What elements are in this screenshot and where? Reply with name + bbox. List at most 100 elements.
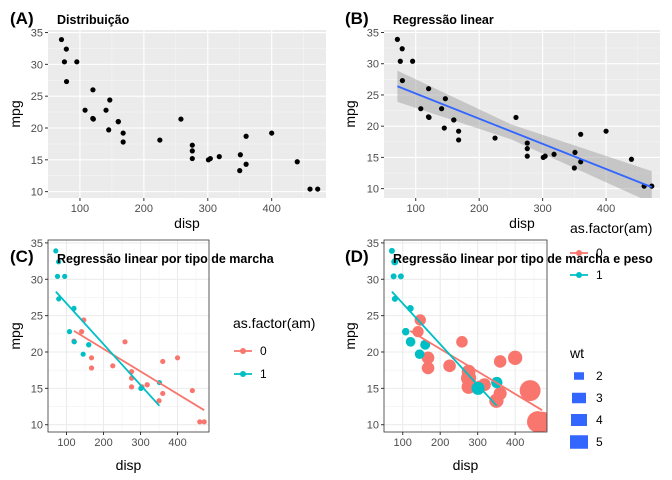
x-tick-label: 300	[533, 203, 551, 215]
y-tick-label: 25	[31, 311, 43, 323]
panel-tag: (C)	[10, 247, 34, 266]
plot-background	[48, 240, 209, 432]
data-point	[603, 128, 609, 134]
x-axis-label: disp	[509, 215, 535, 231]
legend-label: 4	[596, 413, 603, 427]
data-point	[418, 106, 424, 112]
data-point	[54, 273, 61, 279]
panel-1: 100 200 300 400 10 15 20 25 30 35 disp mpg Regressão…	[342, 9, 660, 231]
x-tick-label: 100	[407, 203, 425, 215]
regression-line	[55, 291, 161, 407]
data-point	[439, 106, 445, 112]
data-point	[88, 365, 95, 371]
data-point	[397, 58, 403, 64]
data-point	[61, 59, 68, 65]
legend-key-size	[572, 392, 586, 404]
x-tick-label: 300	[468, 437, 486, 449]
legend-key-point	[240, 348, 246, 354]
data-point	[456, 137, 462, 143]
data-point	[197, 419, 203, 425]
x-axis-label: disp	[174, 215, 200, 231]
y-tick-label: 10	[367, 184, 379, 196]
plot-background	[384, 240, 547, 432]
data-point	[489, 393, 504, 408]
marks	[388, 247, 547, 432]
data-point	[56, 259, 62, 265]
data-point	[63, 78, 70, 85]
data-point	[399, 46, 405, 52]
data-point	[443, 359, 456, 373]
panel-0: 100 200 300 400 10 15 20 25 30 35 disp mpg Distribui…	[7, 9, 326, 231]
y-tick-label: 15	[31, 383, 43, 395]
marks	[58, 36, 321, 192]
x-tick-label: 200	[431, 437, 449, 449]
data-point	[524, 146, 530, 152]
y-tick-label: 20	[31, 347, 43, 359]
y-tick-label: 35	[367, 238, 379, 250]
panel-tag: (A)	[10, 9, 34, 28]
data-point	[86, 342, 92, 348]
y-tick-label: 35	[367, 27, 379, 39]
legend-label: 5	[596, 435, 603, 449]
legend-title: as.factor(am)	[570, 220, 652, 236]
data-point	[507, 350, 523, 365]
y-tick-label: 35	[31, 28, 43, 40]
data-point	[571, 165, 577, 171]
data-point	[189, 142, 195, 148]
y-tick-label: 35	[31, 238, 43, 250]
data-point	[243, 133, 249, 139]
data-point	[160, 358, 166, 365]
data-point	[513, 114, 519, 121]
y-axis-label: mpg	[342, 100, 358, 127]
x-tick-label: 200	[470, 203, 488, 215]
regression-line	[391, 291, 498, 407]
legend-key-point	[576, 250, 582, 256]
legend-key-size	[574, 372, 584, 380]
data-point	[82, 107, 88, 113]
y-axis-label: mpg	[7, 322, 23, 349]
data-point	[80, 351, 86, 357]
x-tick-label: 400	[506, 437, 524, 449]
data-point	[388, 247, 395, 254]
plot-background	[48, 30, 326, 198]
y-axis-label: mpg	[7, 100, 23, 127]
y-tick-label: 30	[31, 274, 43, 286]
data-point	[88, 355, 95, 361]
y-tick-label: 20	[367, 121, 379, 133]
legend-am: as.factor(am) 0 1	[233, 315, 315, 381]
chart-title: Distribuição	[57, 13, 130, 27]
data-point	[178, 116, 184, 122]
panel-tag: (D)	[345, 247, 369, 266]
data-point	[157, 137, 163, 143]
x-tick-label: 300	[131, 437, 149, 449]
data-point	[90, 116, 96, 122]
data-point	[578, 131, 584, 137]
panel-border	[47, 239, 210, 433]
data-point	[120, 130, 126, 136]
data-point	[578, 159, 584, 165]
data-point	[110, 363, 116, 369]
data-point	[189, 148, 195, 154]
data-point	[401, 327, 410, 336]
data-point	[410, 58, 416, 64]
data-point	[451, 117, 457, 123]
data-point	[405, 337, 416, 347]
data-point	[307, 186, 313, 192]
data-point	[66, 329, 73, 335]
x-tick-label: 100	[71, 203, 89, 215]
data-point	[540, 154, 546, 161]
data-point	[53, 248, 59, 254]
regression-line	[73, 330, 205, 411]
data-point	[106, 127, 112, 133]
chart-title: Regressão linear por tipo de marcha e pe…	[393, 252, 653, 266]
legend-label: 1	[260, 367, 267, 381]
regression-line	[409, 330, 543, 411]
y-tick-label: 30	[367, 59, 379, 71]
y-tick-label: 25	[367, 311, 379, 323]
data-point	[58, 36, 65, 43]
legend-key-size	[570, 435, 588, 449]
x-tick-label: 400	[168, 437, 186, 449]
legend-title: wt	[569, 345, 584, 361]
data-point	[79, 329, 85, 335]
confidence-band	[397, 70, 652, 198]
